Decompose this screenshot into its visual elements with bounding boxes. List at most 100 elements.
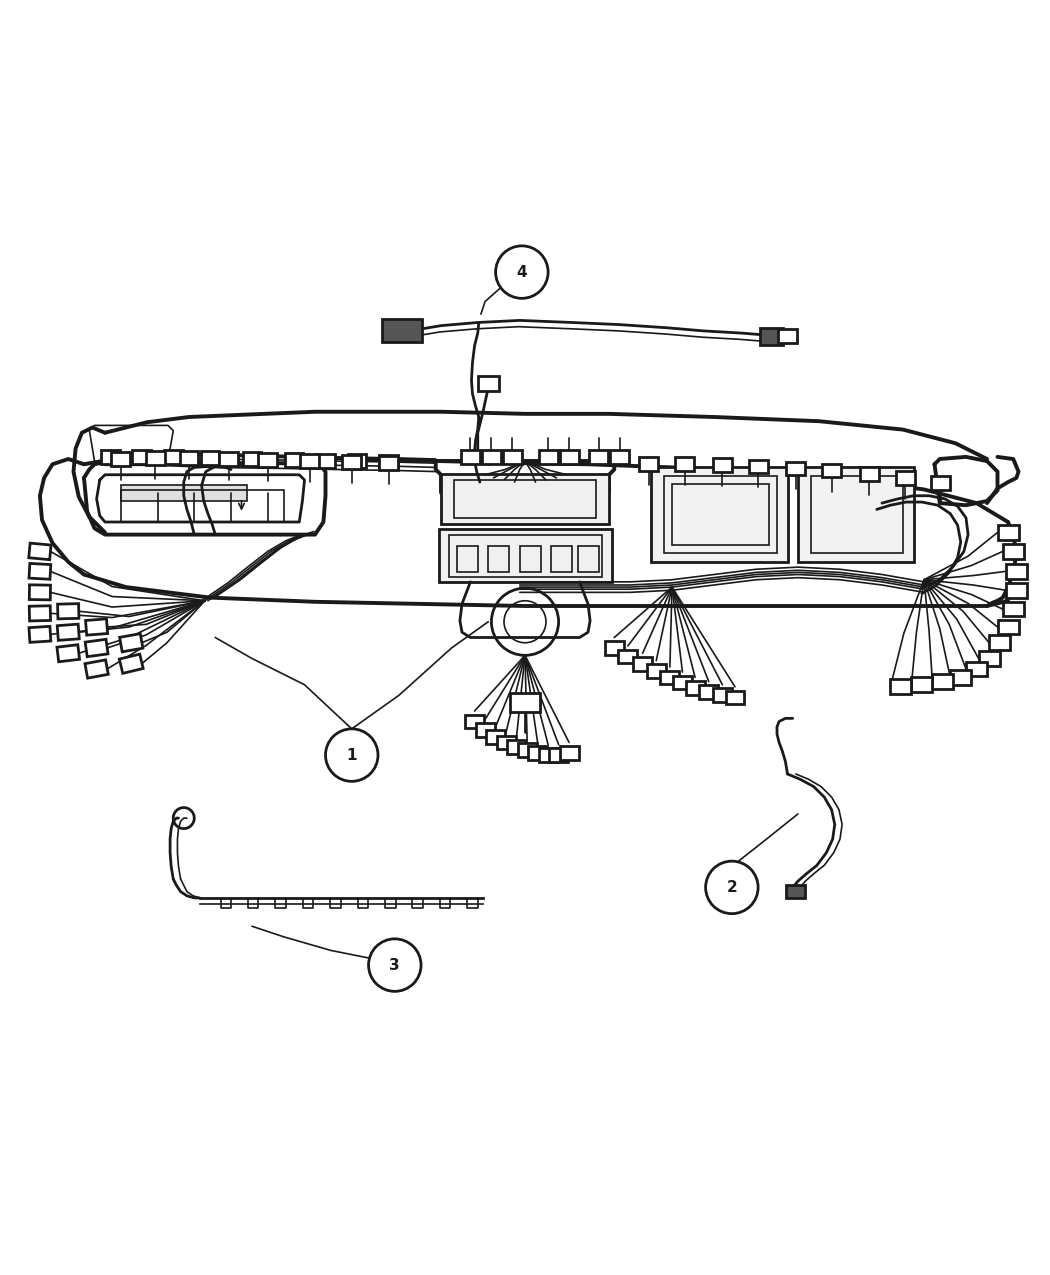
Bar [439, 529, 612, 581]
Bar [510, 694, 540, 711]
Bar [539, 450, 558, 464]
Bar [101, 450, 120, 464]
Bar [699, 685, 718, 699]
Bar [639, 458, 658, 470]
Circle shape [326, 729, 378, 782]
Circle shape [369, 938, 421, 992]
Bar [379, 455, 398, 469]
Bar [219, 453, 238, 465]
Bar [890, 680, 911, 694]
Bar [675, 458, 694, 470]
Bar [348, 454, 366, 468]
Bar [120, 654, 143, 673]
Bar [29, 606, 50, 621]
Bar [58, 603, 79, 618]
Bar [503, 450, 522, 464]
Bar [605, 641, 624, 655]
Bar [507, 740, 526, 754]
Bar [760, 328, 783, 344]
Bar [998, 525, 1018, 539]
Bar [285, 453, 303, 467]
Bar [647, 664, 666, 678]
Bar [660, 671, 679, 685]
Bar [1003, 544, 1024, 558]
Bar [749, 459, 768, 473]
Bar [132, 450, 151, 464]
Bar [664, 476, 777, 553]
Bar [180, 451, 198, 465]
Bar [58, 625, 79, 640]
Bar [896, 470, 915, 484]
Bar [932, 674, 953, 688]
Bar [111, 453, 130, 465]
Bar [651, 468, 788, 562]
Bar [786, 885, 805, 899]
Bar [610, 450, 629, 464]
Bar [778, 329, 797, 343]
Bar [589, 450, 608, 464]
Bar [551, 546, 572, 572]
Bar [673, 676, 692, 690]
Bar [29, 585, 50, 599]
Bar [461, 450, 480, 464]
Bar [713, 688, 732, 703]
Bar [29, 626, 50, 643]
Bar [1003, 602, 1024, 617]
Bar [300, 454, 319, 468]
Bar [539, 748, 558, 762]
Bar [85, 618, 108, 635]
Bar [931, 477, 950, 490]
Bar [316, 454, 335, 468]
Bar [686, 681, 705, 695]
Bar [243, 453, 261, 465]
Text: 2: 2 [727, 880, 737, 895]
Bar [121, 491, 284, 521]
Bar [786, 462, 805, 476]
Text: 3: 3 [390, 958, 400, 973]
Bar [528, 746, 547, 760]
Bar [486, 731, 505, 745]
Bar [120, 634, 143, 652]
Bar [989, 635, 1010, 650]
Bar [164, 450, 183, 464]
Bar [966, 662, 987, 676]
Bar [560, 450, 579, 464]
Bar [560, 746, 579, 760]
Bar [860, 467, 879, 481]
Bar [1006, 583, 1027, 598]
Bar [476, 723, 495, 737]
Bar [518, 743, 537, 756]
Bar [342, 455, 361, 469]
Bar [121, 486, 247, 501]
Bar [713, 459, 732, 472]
Bar [998, 620, 1018, 635]
Bar [798, 468, 914, 562]
Bar [1006, 564, 1027, 579]
Bar [482, 450, 501, 464]
Text: 4: 4 [517, 265, 527, 279]
Circle shape [706, 861, 758, 914]
Bar [633, 657, 652, 671]
Bar [85, 639, 108, 657]
Bar [457, 546, 478, 572]
Bar [822, 464, 841, 477]
Bar [520, 546, 541, 572]
Bar [672, 484, 769, 546]
Bar [379, 456, 398, 470]
Bar [382, 319, 422, 343]
Bar [258, 453, 277, 467]
Bar [497, 736, 516, 750]
Bar [911, 677, 932, 692]
Bar [478, 376, 499, 391]
Bar [449, 534, 602, 576]
Bar [950, 671, 971, 685]
Bar [549, 748, 568, 762]
Bar [578, 546, 598, 572]
Bar [488, 546, 509, 572]
Bar [454, 479, 596, 518]
Bar [146, 451, 165, 465]
Bar [465, 715, 484, 728]
Circle shape [496, 246, 548, 298]
Bar [441, 474, 609, 524]
Bar [57, 645, 80, 662]
